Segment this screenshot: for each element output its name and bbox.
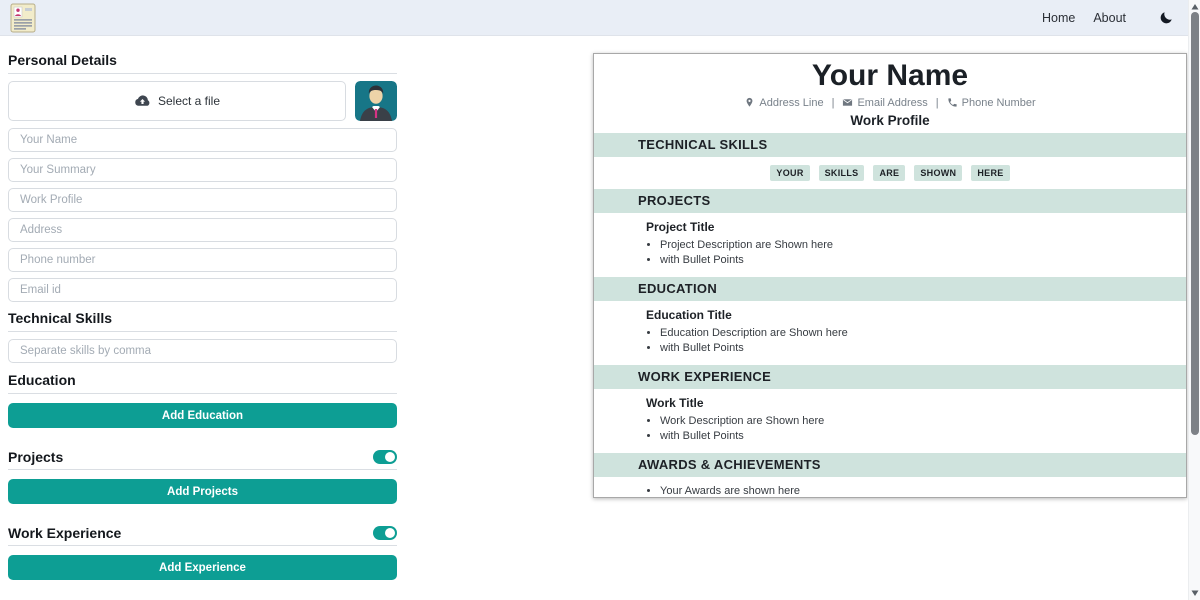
education-heading: Education (8, 372, 76, 388)
projects-toggle[interactable] (373, 450, 397, 464)
work-bullet: Work Description are Shown here (660, 414, 1186, 429)
resume-name: Your Name (811, 59, 969, 92)
email-field[interactable] (8, 278, 397, 302)
skill-chip: SHOWN (914, 165, 963, 181)
education-bullet: Education Description are Shown here (660, 326, 1186, 341)
nav-link-home[interactable]: Home (1041, 10, 1076, 25)
work-bullet: with Bullet Points (660, 429, 1186, 444)
scrollbar-thumb[interactable] (1191, 12, 1199, 435)
work-experience-heading: Work Experience (8, 525, 122, 541)
cloud-upload-icon (135, 94, 150, 106)
work-experience-toggle[interactable] (373, 526, 397, 540)
name-field[interactable] (8, 128, 397, 152)
divider (8, 469, 397, 470)
work-profile-field[interactable] (8, 188, 397, 212)
work-experience-toggle-row: Work Experience (8, 525, 397, 541)
awards-bullet: Your Awards are shown here (660, 484, 1186, 497)
envelope-icon (843, 99, 853, 106)
resume-contact-row: Address Line | Email Address | Phone Num… (594, 96, 1186, 109)
skills-input[interactable] (8, 339, 397, 363)
work-title: Work Title (646, 396, 704, 410)
projects-band: PROJECTS (594, 189, 1186, 213)
contact-separator: | (831, 96, 835, 109)
education-bullet: with Bullet Points (660, 341, 1186, 356)
work-experience-section-body: Work Title Work Description are Shown he… (594, 389, 1186, 453)
scrollbar-down-arrow[interactable] (1191, 589, 1199, 597)
project-bullet: Project Description are Shown here (660, 238, 1186, 253)
skill-chip: ARE (873, 165, 906, 181)
awards-band: AWARDS & ACHIEVEMENTS (594, 453, 1186, 477)
resume-logo-icon[interactable] (10, 3, 36, 33)
project-title: Project Title (646, 220, 715, 234)
dark-mode-moon-icon[interactable] (1158, 10, 1174, 26)
contact-phone: Phone Number (947, 97, 1036, 109)
project-bullet: with Bullet Points (660, 253, 1186, 268)
phone-field[interactable] (8, 248, 397, 272)
divider (8, 331, 397, 332)
address-field[interactable] (8, 218, 397, 242)
add-experience-button[interactable]: Add Experience (8, 555, 397, 580)
summary-field[interactable] (8, 158, 397, 182)
personal-details-heading: Personal Details (8, 52, 117, 68)
add-education-button[interactable]: Add Education (8, 403, 397, 428)
contact-separator: | (935, 96, 939, 109)
contact-address: Address Line (744, 97, 824, 109)
projects-section-body: Project Title Project Description are Sh… (594, 213, 1186, 277)
vertical-scrollbar[interactable] (1188, 0, 1200, 600)
technical-skills-heading: Technical Skills (8, 310, 113, 326)
profile-photo-preview (355, 81, 397, 121)
scrollbar-up-arrow[interactable] (1191, 3, 1199, 11)
divider (8, 393, 397, 394)
education-band: EDUCATION (594, 277, 1186, 301)
education-title: Education Title (646, 308, 732, 322)
nav-link-about[interactable]: About (1093, 10, 1126, 25)
skill-chip: YOUR (770, 165, 810, 181)
phone-icon (948, 98, 957, 107)
skill-chip: HERE (971, 165, 1010, 181)
file-upload-label: Select a file (157, 94, 221, 108)
awards-section-body: Your Awards are shown here (594, 477, 1186, 497)
skill-chip: SKILLS (818, 165, 865, 181)
skills-chips: YOUR SKILLS ARE SHOWN HERE (594, 165, 1186, 181)
projects-heading: Projects (8, 449, 64, 465)
education-section-body: Education Title Education Description ar… (594, 301, 1186, 365)
contact-email: Email Address (842, 97, 928, 109)
projects-toggle-row: Projects (8, 449, 397, 465)
technical-skills-band: TECHNICAL SKILLS (594, 133, 1186, 157)
work-experience-band: WORK EXPERIENCE (594, 365, 1186, 389)
file-upload-button[interactable]: Select a file (8, 81, 346, 121)
resume-form-panel: Personal Details Select a file Technical… (8, 36, 397, 600)
divider (8, 73, 397, 74)
resume-preview: Your Name Address Line | Email Address |… (593, 53, 1187, 498)
resume-work-profile: Work Profile (850, 113, 930, 128)
add-projects-button[interactable]: Add Projects (8, 479, 397, 504)
divider (8, 545, 397, 546)
location-pin-icon (746, 97, 753, 107)
navbar: Home About (0, 0, 1188, 36)
photo-upload-row: Select a file (8, 81, 397, 121)
